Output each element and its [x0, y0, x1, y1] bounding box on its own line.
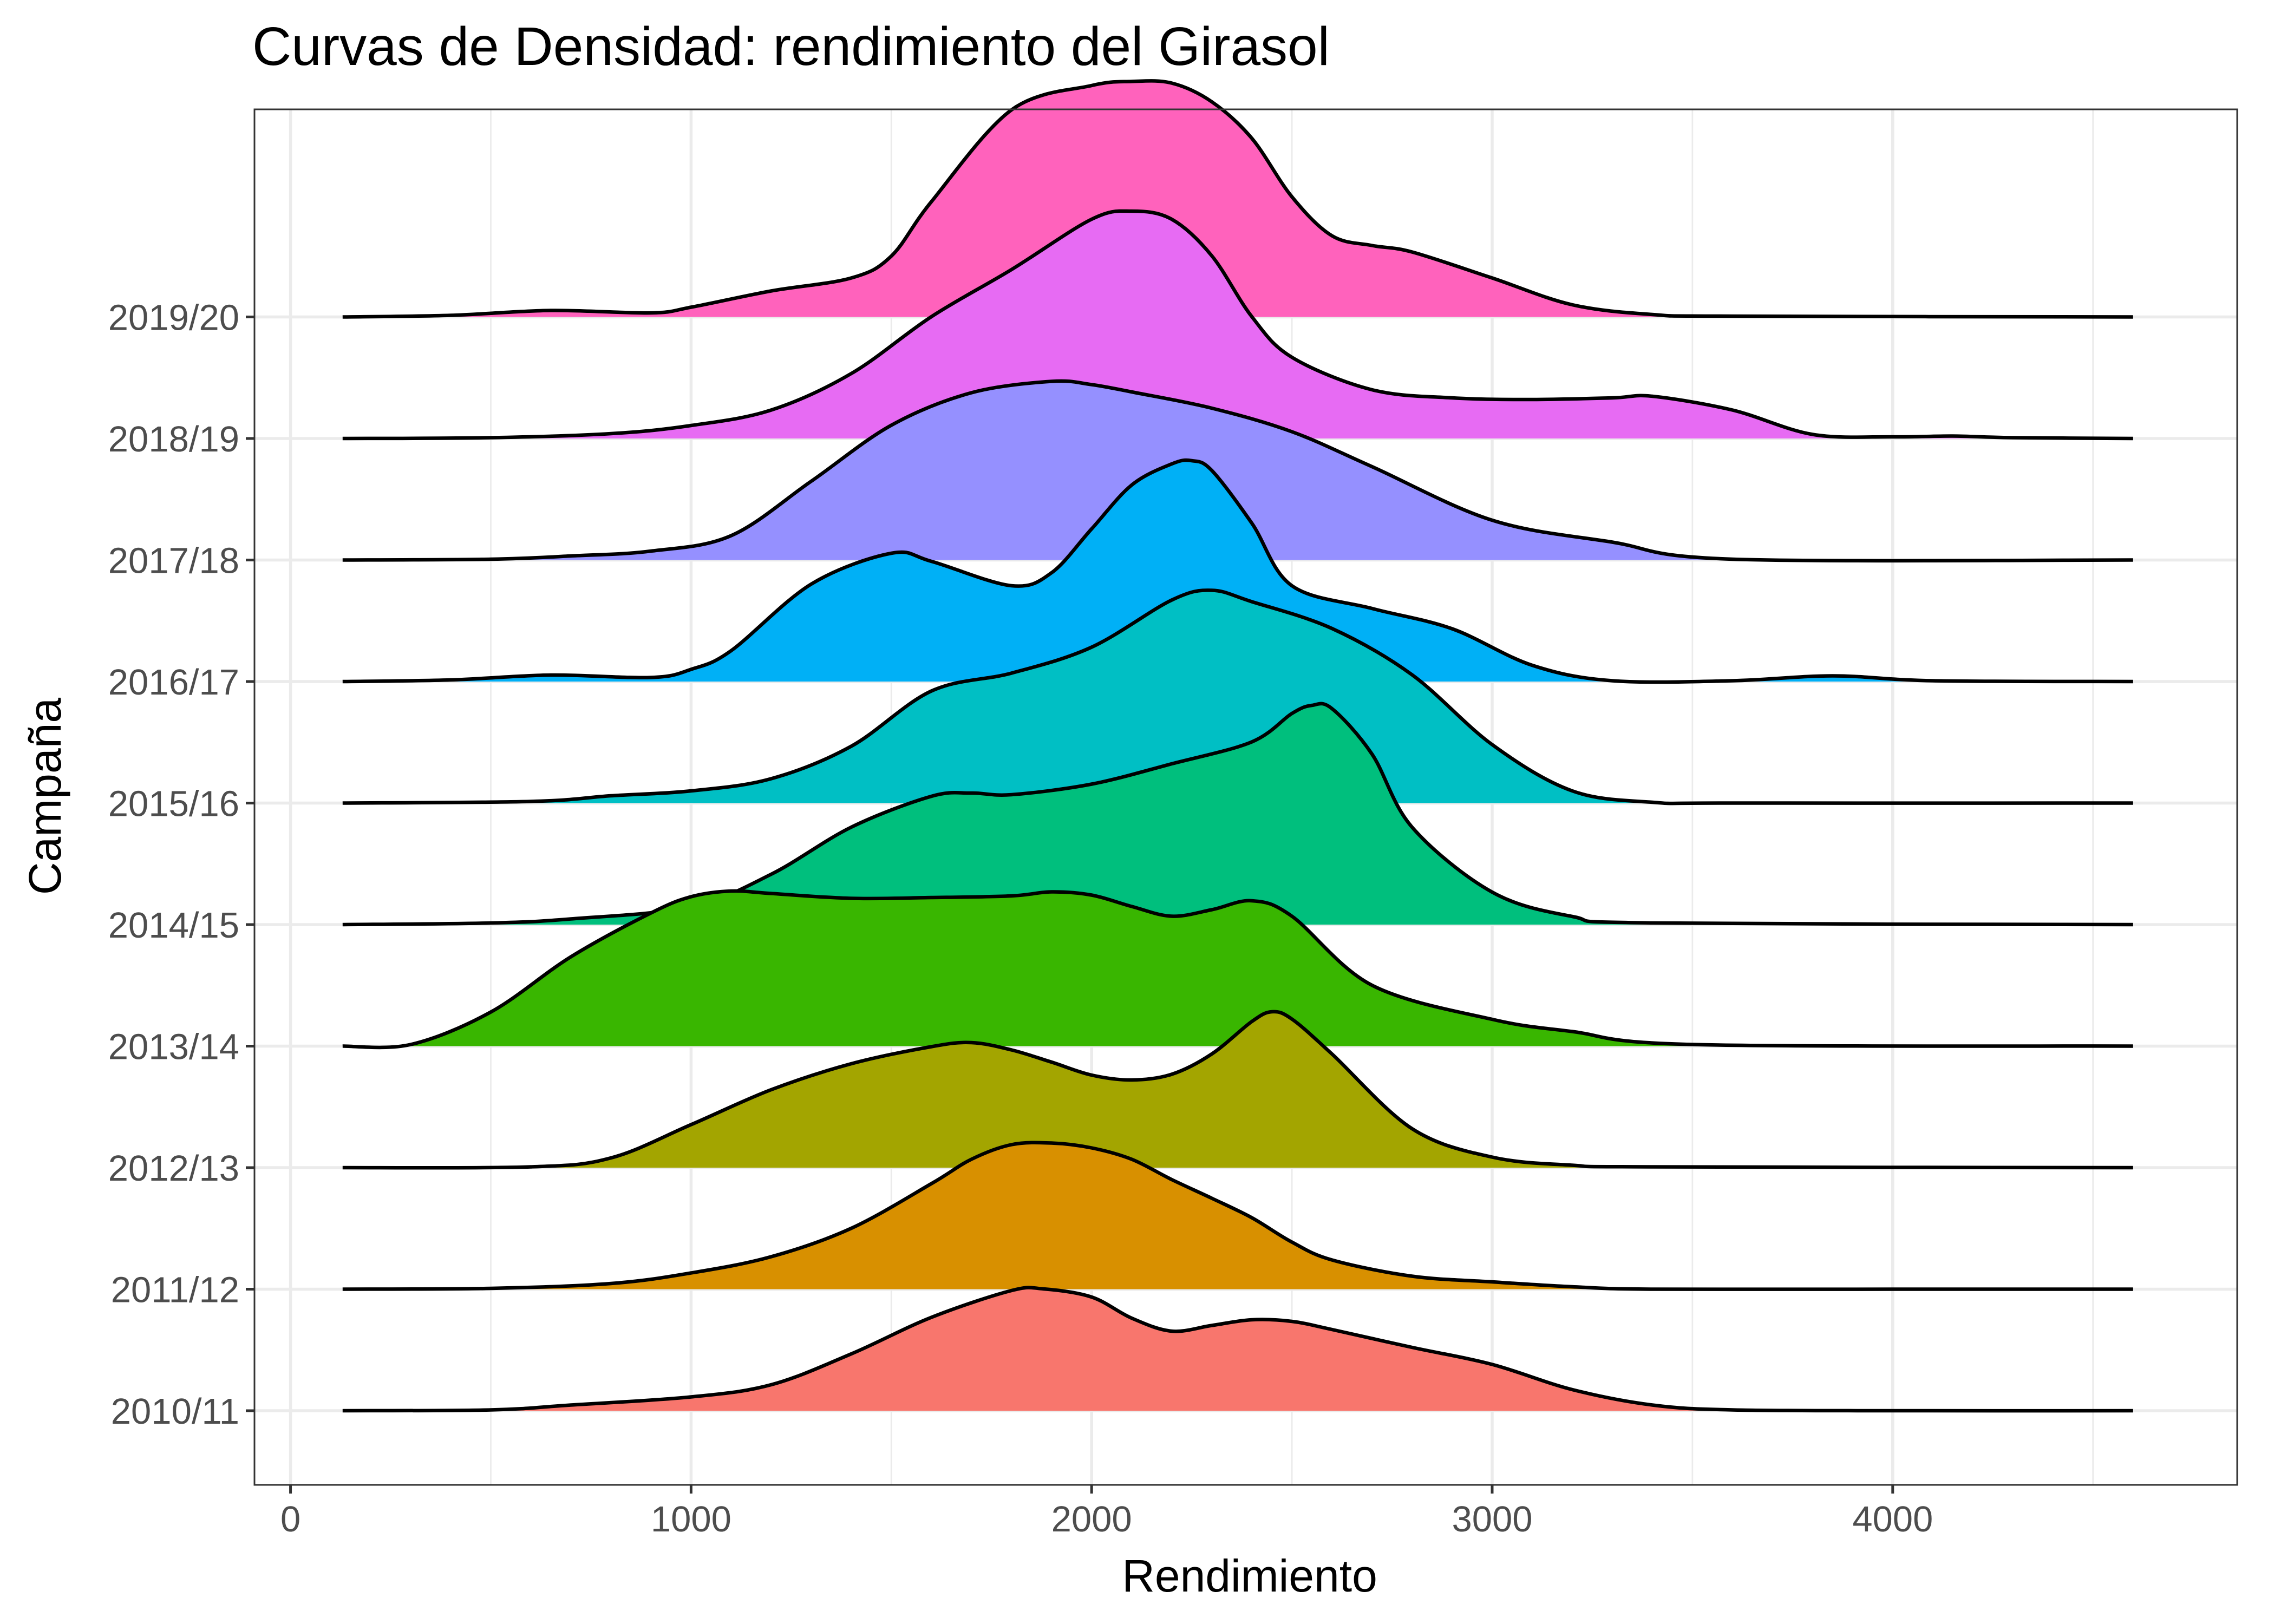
- ridge-outline: [342, 1286, 2133, 1413]
- ridge-fill: [342, 703, 2133, 925]
- ridge-outline: [342, 458, 2133, 684]
- y-tick-label: 2011/12: [111, 1270, 239, 1311]
- ridge-2019-20: [342, 79, 2133, 319]
- ridge-fill: [342, 381, 2133, 561]
- x-axis-title: Rendimiento: [1122, 1550, 1377, 1601]
- y-axis-title: Campaña: [19, 698, 70, 895]
- ridge-2016-17: [342, 458, 2133, 684]
- ridge-fill: [342, 460, 2133, 683]
- y-tick-label: 2017/18: [108, 541, 239, 581]
- x-tick-label: 4000: [1852, 1499, 1933, 1540]
- x-tick-label: 3000: [1452, 1499, 1532, 1540]
- x-tick-label: 0: [280, 1499, 300, 1540]
- x-axis: 0 1000 2000 3000 4000: [280, 1485, 1933, 1540]
- ridge-2010-11: [342, 1286, 2133, 1413]
- ridge-2015-16: [342, 588, 2133, 806]
- ridge-outline: [342, 379, 2133, 563]
- ridge-fill: [342, 81, 2133, 317]
- ridge-fill: [342, 211, 2133, 438]
- ridge-2013-14: [342, 889, 2133, 1050]
- ridge-2017-18: [342, 379, 2133, 563]
- chart-title: Curvas de Densidad: rendimiento del Gira…: [252, 16, 1330, 77]
- ridge-2018-19: [342, 209, 2133, 441]
- ridge-outline: [342, 209, 2133, 441]
- ridge-outline: [342, 79, 2133, 319]
- y-axis: 2010/11 2011/12 2012/13 2013/14 2014/15 2015/…: [108, 298, 254, 1432]
- ridge-2012-13: [342, 1010, 2133, 1170]
- ridge-outline: [342, 889, 2133, 1050]
- y-tick-label: 2010/11: [111, 1391, 239, 1432]
- ridges-layer: [342, 79, 2133, 1413]
- y-tick-label: 2015/16: [108, 784, 239, 824]
- y-tick-label: 2016/17: [108, 662, 239, 703]
- ridge-outline: [342, 1010, 2133, 1170]
- ridge-outline: [342, 588, 2133, 806]
- ridge-fill: [342, 1011, 2133, 1168]
- y-tick-label: 2012/13: [108, 1148, 239, 1189]
- y-tick-label: 2013/14: [108, 1027, 239, 1068]
- panel-border: [253, 108, 2238, 1486]
- x-tick-label: 2000: [1051, 1499, 1132, 1540]
- y-tick-label: 2014/15: [108, 905, 239, 946]
- y-tick-label: 2019/20: [108, 298, 239, 338]
- y-tick-label: 2018/19: [108, 419, 239, 460]
- ridge-fill: [342, 590, 2133, 804]
- x-tick-label: 1000: [651, 1499, 731, 1540]
- ridge-fill: [342, 890, 2133, 1047]
- ridge-outline: [342, 1141, 2133, 1292]
- ridge-2011-12: [342, 1141, 2133, 1292]
